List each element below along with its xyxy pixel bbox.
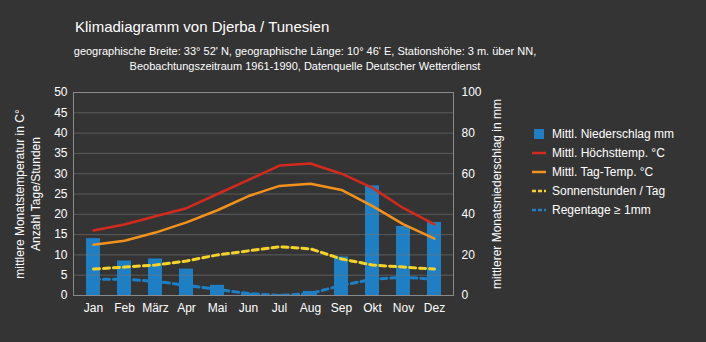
svg-text:Apr: Apr xyxy=(177,301,196,315)
svg-text:100: 100 xyxy=(462,85,482,99)
svg-text:0: 0 xyxy=(61,288,68,302)
svg-text:10: 10 xyxy=(54,248,68,262)
svg-text:Nov: Nov xyxy=(393,301,414,315)
svg-text:Dez: Dez xyxy=(424,301,445,315)
svg-text:40: 40 xyxy=(54,126,68,140)
svg-text:45: 45 xyxy=(54,106,68,120)
html-text:Sonnenstunden / Tag: Sonnenstunden / Tag xyxy=(552,183,666,198)
svg-text:20: 20 xyxy=(54,207,68,221)
svg-text:40: 40 xyxy=(462,207,476,221)
svg-text:80: 80 xyxy=(462,126,476,140)
svg-text:Feb: Feb xyxy=(114,301,135,315)
svg-text:50: 50 xyxy=(54,85,68,99)
svg-text:5: 5 xyxy=(61,268,68,282)
svg-text:Okt: Okt xyxy=(363,301,382,315)
html-text:Regentage ≥ 1mm: Regentage ≥ 1mm xyxy=(552,202,651,217)
svg-text:25: 25 xyxy=(54,187,68,201)
html-text:geographische Breite: 33° 52': geographische Breite: 33° 52' N, geograp… xyxy=(73,45,537,57)
html-text:Anzahl Tage/Stunden: Anzahl Tage/Stunden xyxy=(29,136,43,251)
svg-text:35: 35 xyxy=(54,146,68,160)
svg-text:Sep: Sep xyxy=(331,301,353,315)
svg-text:Jan: Jan xyxy=(84,301,103,315)
svg-text:60: 60 xyxy=(462,167,476,181)
svg-text:März: März xyxy=(142,301,169,315)
svg-text:Aug: Aug xyxy=(300,301,321,315)
svg-text:0: 0 xyxy=(462,288,469,302)
html-text:mittlere Monatstemperatur in C: mittlere Monatstemperatur in C° xyxy=(13,108,27,279)
html-text:Beobachtungszeitraum 1961-1990: Beobachtungszeitraum 1961-1990, Datenque… xyxy=(129,60,481,72)
svg-text:30: 30 xyxy=(54,167,68,181)
html-text:mittlerer Monatsniederschlag i: mittlerer Monatsniederschlag in mm xyxy=(490,98,504,289)
svg-text:20: 20 xyxy=(462,248,476,262)
html-text:Klimadiagramm von Djerba / Tun: Klimadiagramm von Djerba / Tunesien xyxy=(75,18,330,35)
svg-text:Jul: Jul xyxy=(272,301,287,315)
html-text:Mittl. Tag-Temp. °C: Mittl. Tag-Temp. °C xyxy=(552,164,654,179)
html-text:Mittl. Niederschlag mm: Mittl. Niederschlag mm xyxy=(552,126,674,141)
svg-text:15: 15 xyxy=(54,227,68,241)
svg-text:Jun: Jun xyxy=(239,301,258,315)
svg-text:Mai: Mai xyxy=(208,301,227,315)
html-text:Mittl. Höchsttemp. °C: Mittl. Höchsttemp. °C xyxy=(552,145,665,160)
